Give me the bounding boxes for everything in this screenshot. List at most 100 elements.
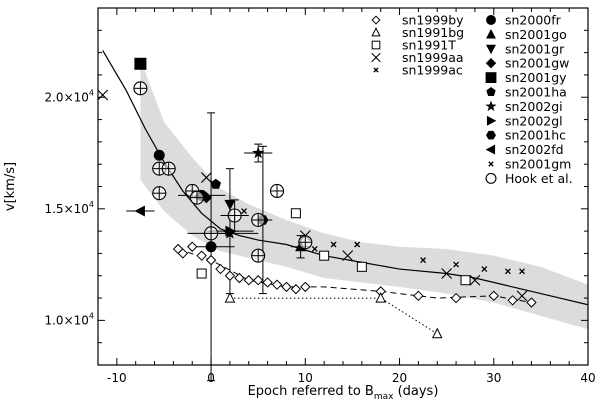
data-point-sn1999by xyxy=(281,281,292,293)
legend-label: sn1991bg xyxy=(402,25,464,40)
data-point-sn1999aa-stroke xyxy=(469,274,481,286)
data-point-sn1999by xyxy=(526,297,537,308)
data-point-sn1999by xyxy=(262,277,273,288)
data-point-hook-et-al xyxy=(152,186,167,201)
data-point-sn1999aa xyxy=(441,268,453,279)
x-tick-label: 10 xyxy=(298,371,313,385)
data-point-sn1999ac-stroke xyxy=(354,241,361,248)
data-point-sn1999ac xyxy=(420,257,427,264)
legend-label: sn1999ac xyxy=(402,63,463,78)
data-point-sn1999ac xyxy=(481,266,488,273)
data-point-sn1991t xyxy=(319,250,330,261)
data-point-sn1991t xyxy=(196,268,207,279)
data-point-hook-et-al xyxy=(251,248,266,263)
legend-label: sn2002gl xyxy=(505,113,563,128)
data-point-hook-et-al xyxy=(298,235,313,250)
data-point-sn1999ac xyxy=(311,246,318,252)
legend-marker-sn1991bg xyxy=(371,27,381,37)
data-point-sn1999by xyxy=(187,241,198,252)
x-tick-label: -10 xyxy=(107,371,127,385)
x-tick-label: 0 xyxy=(207,371,215,385)
legend-label: sn2001go xyxy=(505,27,567,42)
y-tick-label: 1.5×104 xyxy=(44,200,94,216)
data-point-hook-et-al xyxy=(269,183,285,199)
data-point-sn1991bg xyxy=(431,327,443,339)
data-point-sn1999by xyxy=(488,290,499,302)
data-point-sn1999by xyxy=(215,263,226,275)
data-point-sn1999by xyxy=(224,270,236,281)
data-point-sn1999ac-stroke xyxy=(330,241,337,248)
legend-label: sn2001gw xyxy=(505,56,569,71)
data-point-sn2001gm-stroke xyxy=(241,208,248,215)
legend-label: sn1999by xyxy=(402,13,464,28)
series-line-sn1991bg xyxy=(229,297,438,335)
legend-marker-sn2001ha xyxy=(486,87,496,97)
legend-label: Hook et al. xyxy=(505,171,573,186)
data-point-sn2000fr xyxy=(205,241,217,253)
data-point-sn2001ha xyxy=(210,178,222,189)
data-point-hook-et-al xyxy=(251,212,266,228)
x-axis-label-unit: (days) xyxy=(393,384,438,399)
legend-label: sn2002gi xyxy=(505,99,563,114)
x-tick-label: 40 xyxy=(580,371,595,385)
x-axis-label-main: Epoch referred to B xyxy=(248,384,374,399)
data-point-sn1999ac xyxy=(519,268,525,275)
data-point-sn1999ac xyxy=(504,268,511,275)
data-point-sn1999by xyxy=(507,295,518,306)
data-point-sn1999aa-stroke xyxy=(97,89,109,101)
data-point-sn2002fd xyxy=(134,205,145,217)
data-point-sn1999aa xyxy=(469,274,481,286)
data-point-sn1999ac xyxy=(354,241,361,248)
data-point-sn1999ac-stroke xyxy=(519,268,525,275)
data-point-sn1999aa xyxy=(516,290,528,302)
legend-marker-sn1999ac-stroke xyxy=(373,67,379,73)
data-point-sn1999by xyxy=(177,248,189,259)
data-point-sn1999aa xyxy=(97,89,109,101)
data-point-sn1999by xyxy=(300,281,311,293)
data-point-sn2001gy xyxy=(134,57,147,70)
legend-marker-sn2001gr xyxy=(486,44,496,55)
legend-label: sn1999aa xyxy=(402,50,464,65)
data-point-sn1999by xyxy=(243,275,254,286)
data-point-sn1991t xyxy=(460,275,471,286)
legend-marker-sn2002gi xyxy=(485,100,497,112)
legend-label: sn2000fr xyxy=(505,13,562,28)
legend-marker-sn2002fd xyxy=(485,144,496,155)
legend-marker-hook-et-al xyxy=(485,172,497,184)
data-point-sn1999aa xyxy=(342,250,354,262)
y-tick-label: 1.0×104 xyxy=(44,311,94,327)
data-point-hook-et-al xyxy=(227,208,242,223)
data-point-sn1999ac-stroke xyxy=(504,268,511,275)
data-point-sn1999ac-stroke xyxy=(481,266,488,273)
data-point-sn1999by xyxy=(252,275,264,286)
data-point-hook-et-al xyxy=(189,190,204,205)
data-point-sn1999ac-stroke xyxy=(453,261,460,268)
data-point-hook-et-al xyxy=(204,226,219,241)
data-point-sn2000fr xyxy=(153,149,165,161)
band-area xyxy=(140,59,588,330)
data-point-sn1999by xyxy=(450,292,462,304)
legend-marker-sn1999aa-stroke xyxy=(371,52,381,63)
legend-marker-sn2001gy xyxy=(485,72,497,83)
sn1999by-dashed-line xyxy=(177,248,532,304)
plot-frame xyxy=(97,7,589,366)
legend-marker-sn1999ac xyxy=(373,67,379,73)
data-point-hook-et-al xyxy=(161,161,176,176)
data-point-sn1999ac-stroke xyxy=(311,246,318,252)
data-point-sn2001gr xyxy=(224,199,236,211)
data-point-sn1999by xyxy=(271,279,283,290)
data-points xyxy=(97,57,537,339)
legend-marker-sn1991t xyxy=(371,40,381,50)
data-point-sn1999ac xyxy=(330,241,337,248)
data-point-sn1999by xyxy=(290,283,302,295)
legend-label: sn1991T xyxy=(402,38,456,53)
data-point-sn1999by xyxy=(234,272,245,284)
data-point-sn2002gi xyxy=(252,146,265,159)
legend-marker-sn2002gl xyxy=(486,115,497,126)
legend-label: sn2001hc xyxy=(505,128,566,143)
legend-label: sn2002fd xyxy=(505,142,564,157)
legend-label: sn2001gr xyxy=(505,41,565,56)
data-point-sn1991bg xyxy=(375,291,387,303)
data-point-sn2002gl xyxy=(225,225,236,237)
